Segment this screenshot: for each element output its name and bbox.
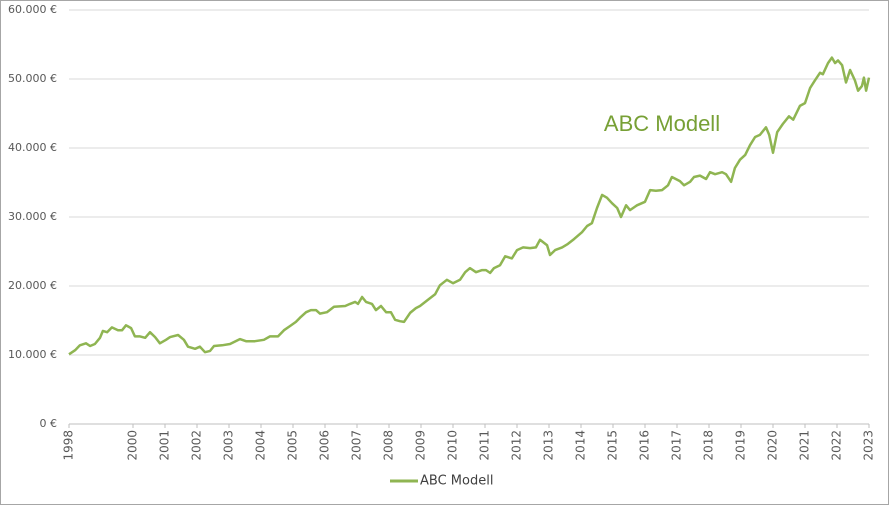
x-tick-label: 2023 — [862, 430, 876, 461]
x-tick-label: 2022 — [830, 430, 844, 461]
x-tick-label: 2013 — [542, 430, 556, 461]
x-tick-label: 2001 — [158, 430, 172, 461]
data-line — [68, 56, 871, 356]
y-tick-label: 50.000 € — [8, 72, 57, 85]
x-tick-label: 2010 — [446, 430, 460, 461]
x-tick-label: 2020 — [766, 430, 780, 461]
x-tick-label: 2016 — [638, 430, 652, 461]
x-tick-label: 2000 — [126, 430, 140, 461]
x-tick-label: 2007 — [350, 430, 364, 461]
annotation: ABC Modell — [604, 111, 720, 136]
x-tick-label: 2017 — [670, 430, 684, 461]
y-tick-label: 20.000 € — [8, 279, 57, 292]
y-tick-label: 10.000 € — [8, 348, 57, 361]
x-tick-label: 2003 — [222, 430, 236, 461]
x-tick-label: 1998 — [62, 430, 76, 461]
x-tick-label: 2005 — [286, 430, 300, 461]
x-tick-label: 2011 — [478, 430, 492, 461]
x-tick-label: 2009 — [414, 430, 428, 461]
x-tick-label: 2012 — [510, 430, 524, 461]
x-tick-label: 2014 — [574, 430, 588, 461]
legend-label: ABC Modell — [420, 474, 493, 489]
y-tick-label: 60.000 € — [8, 3, 57, 16]
x-tick-label: 2015 — [606, 430, 620, 461]
x-tick-label: 2006 — [318, 430, 332, 461]
x-tick-label: 2008 — [382, 430, 396, 461]
x-tick-label: 2019 — [734, 430, 748, 461]
x-tick-label: 2021 — [798, 430, 812, 461]
y-tick-label: 40.000 € — [8, 141, 57, 154]
x-tick-label: 2018 — [702, 430, 716, 461]
y-tick-label: 0 € — [40, 417, 58, 430]
y-tick-label: 30.000 € — [8, 210, 57, 223]
x-tick-label: 2002 — [190, 430, 204, 461]
x-tick-label: 2004 — [254, 430, 268, 461]
